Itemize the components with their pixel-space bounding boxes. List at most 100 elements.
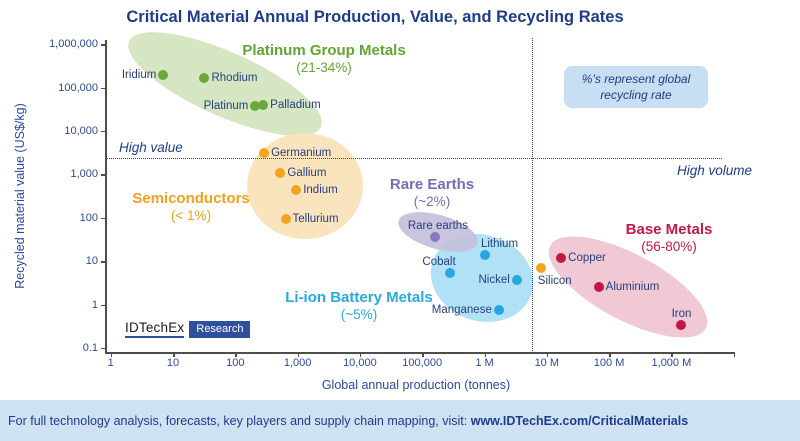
high-value-threshold-line [107, 158, 722, 159]
y-tick [101, 304, 106, 306]
high-volume-threshold-line [532, 38, 533, 351]
rare-earths-point [429, 231, 440, 242]
footer-text: For full technology analysis, forecasts,… [8, 414, 688, 428]
rare_earths-name: Rare Earths [389, 176, 475, 193]
x-tick [484, 352, 486, 357]
y-tick [101, 347, 106, 350]
plot-area: High value High volume %’s represent glo… [49, 12, 752, 369]
footer-link[interactable]: www.IDTechEx.com/CriticalMaterials [470, 413, 689, 428]
semiconductors-rate: (< 1%) [170, 208, 212, 223]
germanium-point [259, 147, 270, 158]
y-tick-label: 100 [79, 211, 98, 224]
rare-earths-label: Rare earths [407, 219, 468, 232]
x-tick-label: 100 [226, 357, 245, 369]
recycling-rate-note: %’s represent global recycling rate [564, 66, 708, 108]
lithium-point [479, 249, 490, 260]
x-tick [173, 352, 175, 357]
note-line-1: %’s represent global [581, 72, 691, 86]
x-tick-label: 1,000 [283, 357, 312, 369]
rhodium-point [199, 73, 210, 84]
semiconductors-header: Semiconductors (< 1%) [132, 190, 250, 224]
copper-label: Copper [568, 252, 606, 265]
y-tick-label: 10 [85, 255, 98, 268]
x-tick [422, 352, 424, 357]
iridium-label: Iridium [121, 69, 157, 82]
cobalt-point [445, 268, 456, 279]
iron-label: Iron [671, 307, 692, 320]
copper-point [556, 253, 567, 264]
tellurium-label: Tellurium [292, 212, 339, 225]
x-tick-label: 10 [166, 357, 180, 369]
rare_earths-header: Rare Earths (~2%) [390, 176, 474, 210]
chart-title: Critical Material Annual Production, Val… [126, 8, 624, 26]
x-tick [671, 352, 673, 357]
high-value-label: High value [119, 140, 183, 155]
y-tick-label: 1,000,000 [49, 38, 98, 51]
y-tick [101, 130, 106, 133]
nickel-label: Nickel [478, 273, 510, 286]
y-axis-line [105, 40, 107, 352]
base_metals-rate: (56-80%) [641, 239, 697, 254]
gallium-point [275, 167, 286, 178]
platinum-point [250, 101, 261, 112]
aluminium-point [593, 282, 604, 293]
y-tick-label: 1,000 [70, 168, 98, 181]
rare_earths-rate: (~2%) [413, 194, 451, 209]
base_metals-name: Base Metals [625, 221, 713, 238]
li_ion-header: Li-ion Battery Metals (~5%) [285, 289, 433, 323]
cobalt-label: Cobalt [422, 256, 456, 269]
pgm-name: Platinum Group Metals [242, 42, 406, 59]
idtechex-logo: IDTechEx Research [125, 320, 251, 338]
iron-point [675, 319, 686, 330]
x-tick [609, 352, 611, 357]
idtechex-logo-brand: IDTechEx [125, 320, 185, 338]
y-tick [101, 174, 106, 176]
gallium-label: Gallium [287, 166, 327, 179]
y-tick-label: 1 [91, 298, 98, 311]
indium-point [291, 184, 302, 195]
germanium-label: Germanium [271, 146, 332, 159]
y-tick-label: 10,000 [64, 124, 98, 137]
manganese-point [493, 304, 504, 315]
y-tick [101, 261, 106, 263]
y-tick-label: 100,000 [58, 81, 98, 94]
footer-message: For full technology analysis, forecasts,… [8, 413, 471, 428]
indium-label: Indium [303, 183, 338, 196]
silicon-point [535, 262, 546, 273]
lithium-label: Lithium [480, 237, 519, 250]
x-tick-label: 1 [107, 357, 114, 369]
x-tick [359, 352, 362, 357]
x-tick [546, 352, 549, 357]
iridium-point [158, 70, 169, 81]
x-tick-label: 1,000 M [651, 357, 692, 369]
silicon-label: Silicon [537, 274, 572, 287]
tellurium-point [280, 213, 291, 224]
x-tick [297, 352, 300, 357]
x-tick [235, 352, 237, 357]
palladium-label: Palladium [270, 98, 321, 111]
x-tick-label: 100,000 [402, 357, 443, 369]
footer-banner: For full technology analysis, forecasts,… [0, 400, 800, 441]
x-tick-label: 100 M [593, 357, 625, 369]
idtechex-logo-research-badge: Research [189, 320, 251, 338]
x-tick-label: 10 M [534, 357, 560, 369]
x-tick [110, 352, 113, 357]
y-tick [101, 44, 106, 46]
x-axis-title: Global annual production (tonnes) [321, 378, 511, 392]
y-tick [101, 87, 106, 89]
high-volume-label: High volume [676, 163, 752, 178]
rhodium-label: Rhodium [211, 72, 258, 85]
semiconductors-name: Semiconductors [132, 190, 250, 207]
y-tick [101, 217, 106, 220]
x-axis-line [105, 352, 734, 354]
platinum-label: Platinum [203, 100, 249, 113]
x-tick [733, 352, 736, 357]
note-line-2: recycling rate [600, 88, 672, 102]
li_ion-name: Li-ion Battery Metals [285, 289, 433, 306]
x-tick-label: 10,000 [343, 357, 377, 369]
pgm-rate: (21-34%) [296, 60, 352, 75]
x-tick-label: 1 M [475, 357, 494, 369]
y-tick-label: 0.1 [82, 341, 98, 354]
nickel-point [511, 274, 522, 285]
